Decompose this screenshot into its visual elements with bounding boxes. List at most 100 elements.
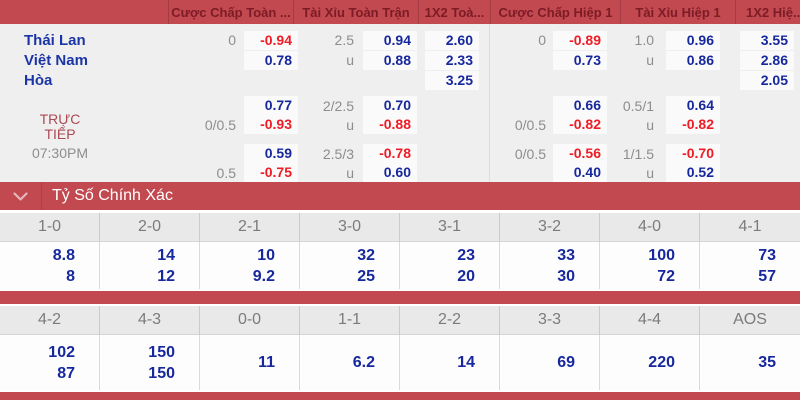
overunder-line-label: u (346, 52, 354, 68)
overunder-line-label-h1: 1.0 (634, 32, 654, 48)
odds-cell-overunder-half1[interactable]: 0.86 (666, 50, 720, 70)
score-odds-cell[interactable]: 10 9.2 (200, 242, 300, 289)
score-odds-cell[interactable]: 14 12 (100, 242, 200, 289)
odds-cell-1x2-half1[interactable]: 2.86 (740, 50, 794, 70)
odds-row-live: 0/0.5 -0.93 u -0.88 0/0.5 -0.82 u -0.82 (0, 115, 800, 134)
score-odds-cell[interactable]: 150 150 (100, 335, 200, 390)
score-label: 2-0 (100, 213, 200, 242)
chevron-down-icon (13, 191, 28, 201)
score-odds-cell[interactable]: 33 30 (500, 242, 600, 289)
odds-cell-handicap-half1[interactable]: -0.56 (553, 144, 607, 163)
handicap-line-label-h1: 0/0.5 (514, 116, 546, 133)
correct-score-section-header[interactable]: Tỷ Số Chính Xác (0, 182, 800, 210)
odds-cell-1x2-full[interactable] (425, 115, 479, 134)
overunder-line-label: u (346, 116, 354, 133)
market-header-overunder-half1: Tài Xỉu Hiệp 1 (620, 0, 735, 24)
odds-cell-overunder-full[interactable]: 0.60 (363, 163, 417, 182)
score-label: 3-0 (300, 213, 400, 242)
odds-cell-handicap-half1[interactable]: -0.89 (553, 30, 607, 50)
collapse-toggle[interactable] (0, 182, 42, 210)
team-name-draw: Hòa (24, 71, 53, 89)
odds-cell-1x2-half1[interactable]: 2.05 (740, 70, 794, 90)
odds-cell-1x2-full[interactable] (425, 163, 479, 182)
odds-cell-overunder-full[interactable]: 0.94 (363, 30, 417, 50)
score-odds-cell[interactable]: 73 57 (700, 242, 800, 289)
odds-cell-1x2-half1[interactable] (740, 144, 794, 163)
live-indicator: TRỰC TIẾP 07:30PM (0, 111, 120, 162)
odds-cell-1x2-half1[interactable] (740, 96, 794, 115)
odds-cell-1x2-half1[interactable] (740, 115, 794, 134)
score-odds-row-1: 8.8 8 14 12 10 9.2 32 25 23 20 33 30 100 72 73 5… (0, 242, 800, 289)
odds-cell-handicap-half1[interactable]: -0.82 (553, 115, 607, 134)
score-header-row-1: 1-0 2-0 2-1 3-0 3-1 3-2 4-0 4-1 (0, 213, 800, 242)
odds-cell-overunder-half1[interactable]: 0.52 (666, 163, 720, 182)
bottom-band (0, 390, 800, 400)
odds-cell-overunder-half1[interactable]: 0.96 (666, 30, 720, 50)
market-header-1x2-full: 1X2 Toà... (418, 0, 490, 24)
odds-cell-1x2-full[interactable]: 2.33 (425, 50, 479, 70)
odds-cell-handicap-full[interactable]: -0.94 (244, 30, 298, 50)
score-odds-cell[interactable]: 32 25 (300, 242, 400, 289)
odds-cell-1x2-half1[interactable]: 3.55 (740, 30, 794, 50)
team-name-home: Thái Lan (24, 31, 86, 49)
section-separator-band (0, 289, 800, 306)
score-odds-cell[interactable]: 8.8 8 (0, 242, 100, 289)
handicap-line-label: 0.5 (216, 164, 236, 181)
overunder-line-label: 2/2.5 (322, 97, 354, 114)
handicap-line-label: 0/0.5 (204, 116, 236, 133)
odds-cell-handicap-full[interactable]: 0.78 (244, 50, 298, 70)
odds-cell-handicap-half1[interactable]: 0.40 (553, 163, 607, 182)
score-odds-cell[interactable]: 100 72 (600, 242, 700, 289)
overunder-line-label-h1: u (646, 116, 654, 133)
score-odds-cell[interactable]: 6.2 (300, 335, 400, 390)
live-label-line1: TRỰC (39, 111, 81, 127)
odds-cell-overunder-half1[interactable]: -0.70 (666, 144, 720, 163)
odds-cell-1x2-full[interactable]: 3.25 (425, 70, 479, 90)
score-label: 4-3 (100, 306, 200, 335)
odds-cell-1x2-full[interactable] (425, 144, 479, 163)
odds-row-live: 0.59 2.5/3 -0.78 0/0.5 -0.56 1/1.5 -0.70 (0, 144, 800, 163)
odds-cell-overunder-full[interactable] (363, 71, 417, 90)
score-odds-cell[interactable]: 102 87 (0, 335, 100, 390)
score-odds-cell[interactable]: 35 (700, 335, 800, 390)
odds-cell-overunder-full[interactable]: -0.78 (363, 144, 417, 163)
overunder-line-label: 2.5 (334, 32, 354, 48)
odds-cell-overunder-full[interactable]: 0.70 (363, 96, 417, 115)
odds-cell-1x2-full[interactable]: 2.60 (425, 30, 479, 50)
score-odds-cell[interactable]: 14 (400, 335, 500, 390)
market-header-handicap-half1: Cược Chấp Hiệp 1 (490, 0, 620, 24)
odds-cell-handicap-full[interactable]: -0.93 (244, 115, 298, 134)
odds-cell-overunder-half1[interactable]: -0.82 (666, 115, 720, 134)
match-time: 07:30PM (31, 145, 89, 161)
odds-cell-handicap-full[interactable]: -0.75 (244, 163, 298, 182)
odds-cell-overunder-full[interactable]: 0.88 (363, 50, 417, 70)
score-label: 0-0 (200, 306, 300, 335)
odds-cell-handicap-half1[interactable]: 0.73 (553, 50, 607, 70)
odds-cell-overunder-full[interactable]: -0.88 (363, 115, 417, 134)
odds-cell-handicap-full[interactable]: 0.77 (244, 96, 298, 115)
correct-score-grid: 1-0 2-0 2-1 3-0 3-1 3-2 4-0 4-1 8.8 8 14 1… (0, 210, 800, 400)
odds-cell-1x2-half1[interactable] (740, 163, 794, 182)
odds-cell-1x2-full[interactable] (425, 96, 479, 115)
live-label-line2: TIẾP (44, 126, 76, 142)
market-header-overunder-full: Tài Xỉu Toàn Trận (293, 0, 418, 24)
score-odds-cell[interactable]: 220 (600, 335, 700, 390)
odds-row-away: Việt Nam 0.78 u 0.88 2.33 0.73 u 0.86 2.… (0, 50, 800, 70)
odds-cell-handicap-half1[interactable]: 0.66 (553, 96, 607, 115)
score-odds-cell[interactable]: 23 20 (400, 242, 500, 289)
odds-cell-handicap-half1[interactable] (553, 71, 607, 90)
score-odds-cell[interactable]: 69 (500, 335, 600, 390)
odds-row-home: Thái Lan 0 -0.94 2.5 0.94 2.60 0 -0.89 1… (0, 30, 800, 50)
handicap-line-label: 0 (228, 32, 236, 48)
market-header-1x2-half1: 1X2 Hiệ... (735, 0, 800, 24)
score-label: 2-1 (200, 213, 300, 242)
score-label: 2-2 (400, 306, 500, 335)
score-header-row-2: 4-2 4-3 0-0 1-1 2-2 3-3 4-4 AOS (0, 306, 800, 335)
score-label: AOS (700, 306, 800, 335)
odds-cell-handicap-full[interactable]: 0.59 (244, 144, 298, 163)
correct-score-title: Tỷ Số Chính Xác (52, 187, 173, 204)
odds-cell-overunder-half1[interactable] (666, 71, 720, 90)
odds-cell-handicap-full[interactable] (244, 71, 298, 90)
score-odds-cell[interactable]: 11 (200, 335, 300, 390)
odds-cell-overunder-half1[interactable]: 0.64 (666, 96, 720, 115)
